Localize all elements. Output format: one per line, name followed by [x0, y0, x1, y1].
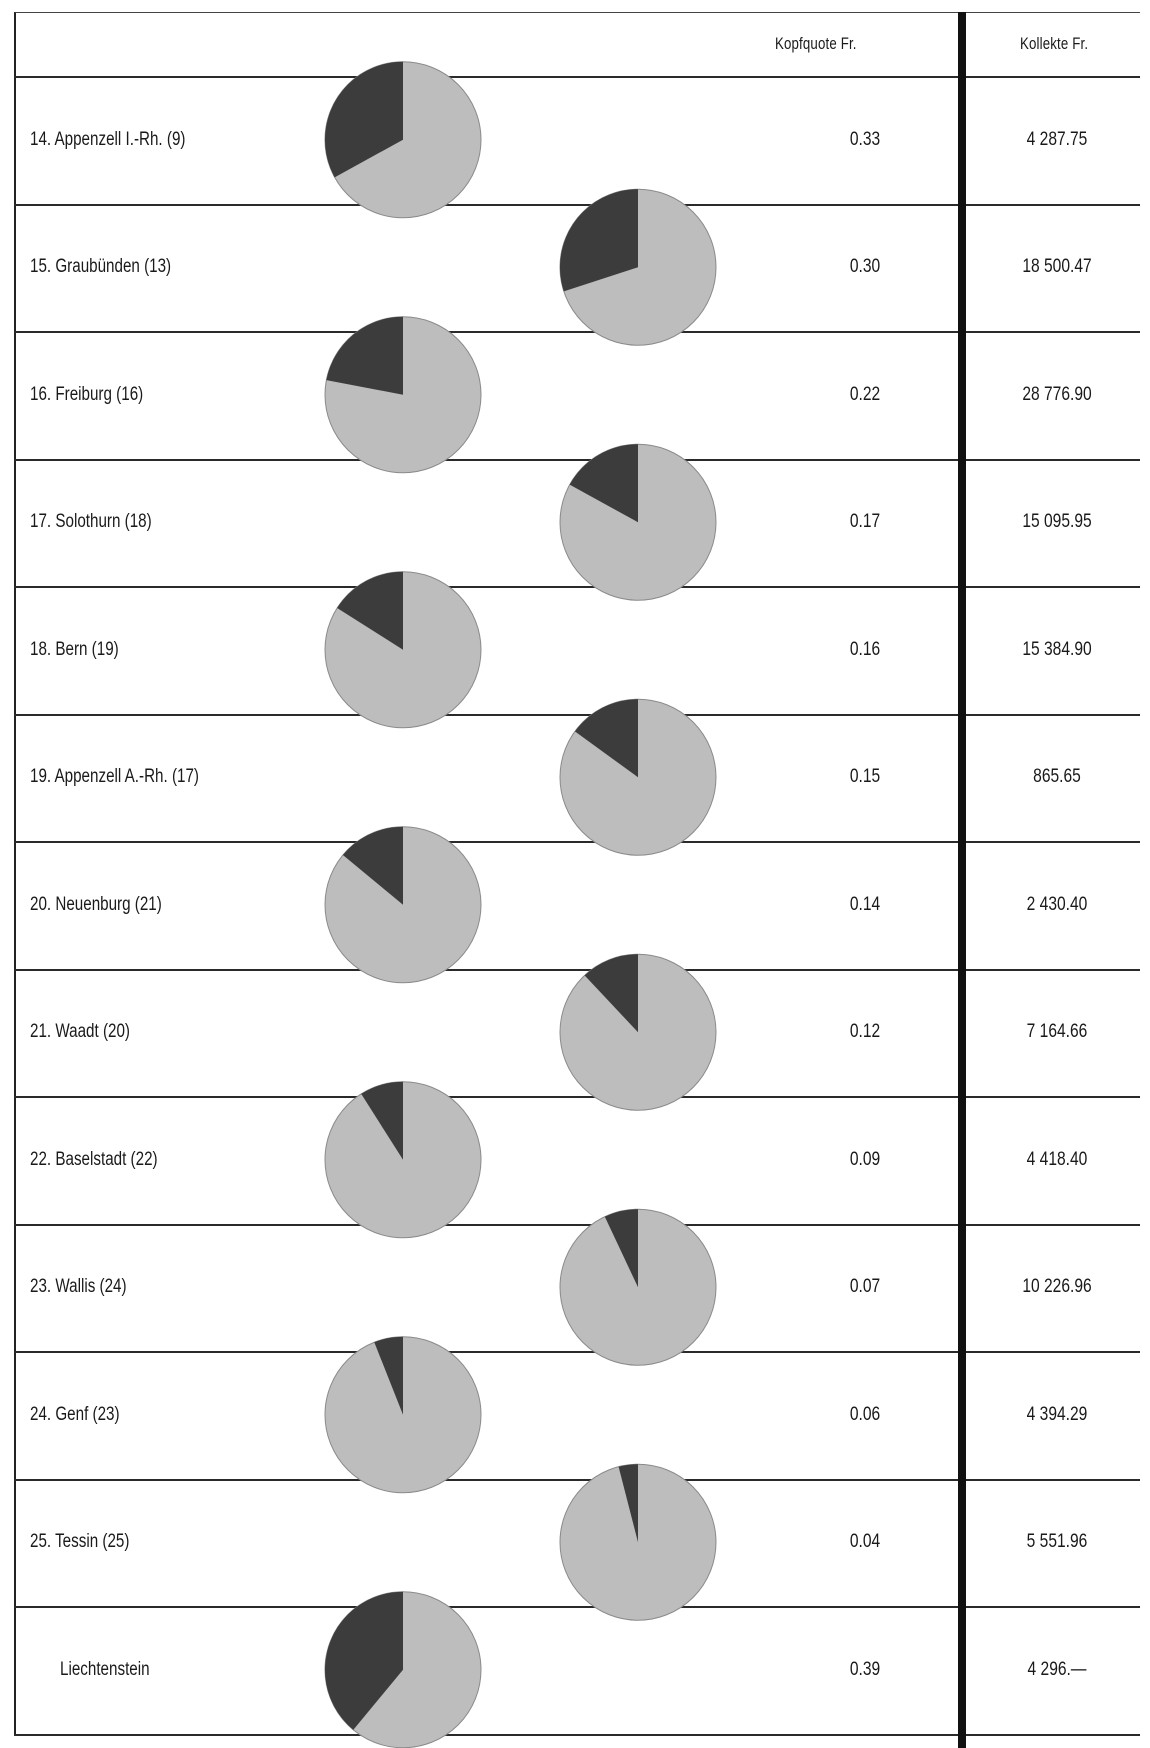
row-pie: [559, 443, 717, 601]
pie-slice: [337, 571, 403, 650]
row-name: 21. Waadt (20): [30, 1021, 130, 1043]
row-pie: [559, 188, 717, 346]
header-kopfquote: Kopfquote Fr.: [775, 34, 857, 53]
row-kopfquote: 0.33: [849, 128, 881, 150]
row-divider: [14, 1606, 1140, 1608]
pie-slice: [559, 189, 638, 292]
row-kollekte: 18 500.47: [1022, 256, 1092, 278]
table-frame: [14, 12, 1140, 1736]
row-pie: [324, 1081, 482, 1239]
row-divider: [14, 1734, 1140, 1736]
row-divider: [14, 1096, 1140, 1098]
row-kollekte: 28 776.90: [1022, 383, 1092, 405]
row-kopfquote: 0.06: [849, 1403, 881, 1425]
row-pie: [324, 316, 482, 474]
row-divider: [14, 714, 1140, 716]
row-name: 22. Baselstadt (22): [30, 1148, 158, 1170]
row-kollekte: 7 164.66: [1026, 1021, 1088, 1043]
row-divider: [14, 459, 1140, 461]
row-kopfquote: 0.15: [849, 766, 881, 788]
pie-slice: [604, 1209, 638, 1288]
row-divider: [14, 331, 1140, 333]
row-kollekte: 2 430.40: [1026, 893, 1088, 915]
pie-slice: [361, 1081, 403, 1160]
row-pie: [559, 953, 717, 1111]
row-pie: [324, 1591, 482, 1748]
row-name: 25. Tessin (25): [30, 1531, 130, 1553]
row-name: 19. Appenzell A.-Rh. (17): [30, 766, 199, 788]
row-kopfquote: 0.09: [849, 1148, 881, 1170]
row-pie: [559, 1463, 717, 1621]
row-kopfquote: 0.17: [849, 511, 881, 533]
pie-slice: [574, 699, 638, 778]
row-kollekte: 4 394.29: [1026, 1403, 1088, 1425]
row-kollekte: 4 296.—: [1027, 1658, 1087, 1680]
row-kollekte: 5 551.96: [1026, 1531, 1088, 1553]
row-divider: [14, 1224, 1140, 1226]
row-pie: [324, 826, 482, 984]
row-name: Liechtenstein: [60, 1658, 150, 1680]
row-name: 17. Solothurn (18): [30, 511, 152, 533]
row-pie: [324, 61, 482, 219]
row-kollekte: 865.65: [1033, 766, 1081, 788]
row-kollekte: 15 095.95: [1022, 511, 1092, 533]
row-pie: [324, 571, 482, 729]
row-kopfquote: 0.14: [849, 893, 881, 915]
row-name: 16. Freiburg (16): [30, 383, 144, 405]
row-kollekte: 4 287.75: [1026, 128, 1088, 150]
pie-slice: [325, 61, 403, 178]
pie-slice: [584, 954, 638, 1033]
column-separator: [958, 12, 966, 1748]
row-name: 20. Neuenburg (21): [30, 893, 162, 915]
pie-slice: [342, 826, 403, 905]
row-kopfquote: 0.30: [849, 256, 881, 278]
row-kollekte: 15 384.90: [1022, 638, 1092, 660]
pie-slice: [325, 1591, 403, 1730]
pie-slice: [618, 1464, 638, 1543]
header-divider: [14, 76, 1140, 78]
row-name: 24. Genf (23): [30, 1403, 120, 1425]
pie-slice: [569, 444, 638, 523]
row-pie: [559, 1208, 717, 1366]
row-kopfquote: 0.07: [849, 1276, 881, 1298]
row-pie: [559, 698, 717, 856]
row-kopfquote: 0.16: [849, 638, 881, 660]
row-kopfquote: 0.12: [849, 1021, 881, 1043]
row-kollekte: 10 226.96: [1022, 1276, 1092, 1298]
row-divider: [14, 204, 1140, 206]
row-name: 15. Graubünden (13): [30, 256, 172, 278]
row-divider: [14, 586, 1140, 588]
row-divider: [14, 969, 1140, 971]
row-kopfquote: 0.04: [849, 1531, 881, 1553]
row-kopfquote: 0.22: [849, 383, 881, 405]
row-divider: [14, 841, 1140, 843]
row-divider: [14, 1351, 1140, 1353]
row-name: 23. Wallis (24): [30, 1276, 127, 1298]
header-kollekte: Kollekte Fr.: [1020, 34, 1089, 53]
row-pie: [324, 1336, 482, 1494]
row-name: 14. Appenzell I.-Rh. (9): [30, 128, 186, 150]
pie-slice: [374, 1336, 403, 1415]
row-kopfquote: 0.39: [849, 1658, 881, 1680]
pie-slice: [326, 316, 403, 395]
row-divider: [14, 1479, 1140, 1481]
row-kollekte: 4 418.40: [1026, 1148, 1088, 1170]
row-name: 18. Bern (19): [30, 638, 119, 660]
